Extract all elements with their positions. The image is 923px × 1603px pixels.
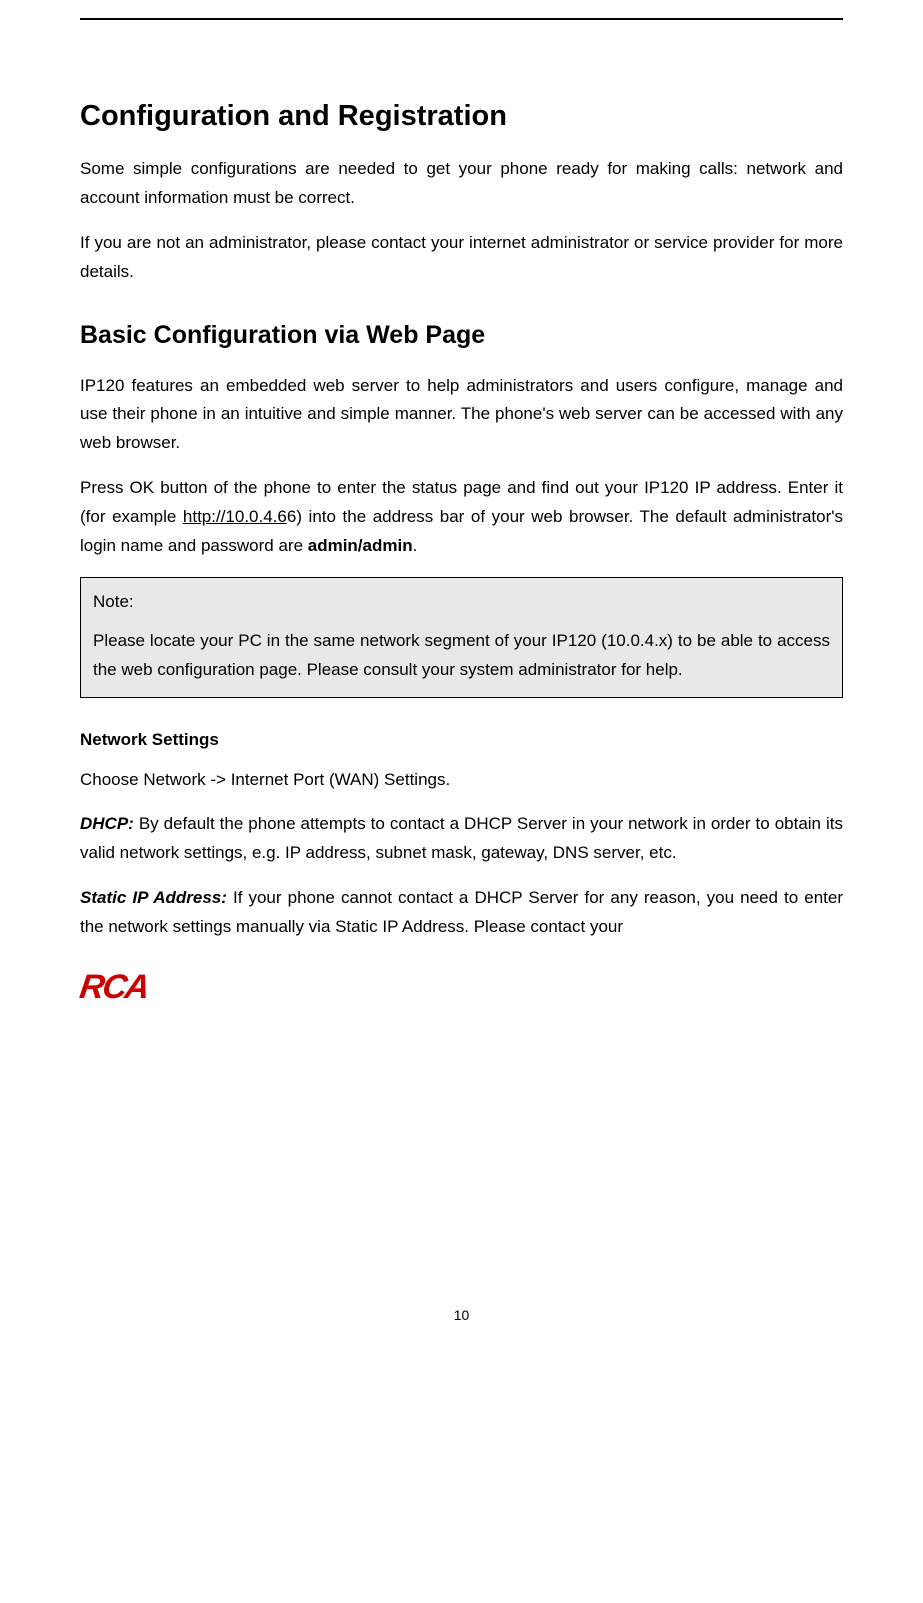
content-area: Configuration and Registration Some simp…: [0, 20, 923, 1007]
main-title: Configuration and Registration: [80, 100, 843, 133]
static-ip-paragraph: Static IP Address: If your phone cannot …: [80, 884, 843, 942]
rca-logo: RCA: [77, 968, 150, 1007]
note-box: Note: Please locate your PC in the same …: [80, 577, 843, 698]
p2-end-text: .: [413, 536, 418, 555]
network-settings-path: Choose Network -> Internet Port (WAN) Se…: [80, 766, 843, 795]
note-label: Note:: [93, 588, 830, 617]
intro-paragraph-2: If you are not an administrator, please …: [80, 229, 843, 287]
network-settings-title: Network Settings: [80, 730, 843, 750]
admin-credentials: admin/admin: [308, 536, 413, 555]
page-container: Configuration and Registration Some simp…: [0, 18, 923, 1343]
note-body: Please locate your PC in the same networ…: [93, 627, 830, 685]
dhcp-label: DHCP:: [80, 814, 134, 833]
dhcp-body: By default the phone attempts to contact…: [80, 814, 843, 862]
basic-config-paragraph-1: IP120 features an embedded web server to…: [80, 372, 843, 459]
example-url-link[interactable]: http://10.0.4.6: [183, 507, 287, 526]
intro-paragraph-1: Some simple configurations are needed to…: [80, 155, 843, 213]
static-ip-label: Static IP Address:: [80, 888, 227, 907]
basic-config-paragraph-2: Press OK button of the phone to enter th…: [80, 474, 843, 561]
dhcp-paragraph: DHCP: By default the phone attempts to c…: [80, 810, 843, 868]
section-basic-config-title: Basic Configuration via Web Page: [80, 321, 843, 350]
page-number: 10: [0, 1307, 923, 1343]
